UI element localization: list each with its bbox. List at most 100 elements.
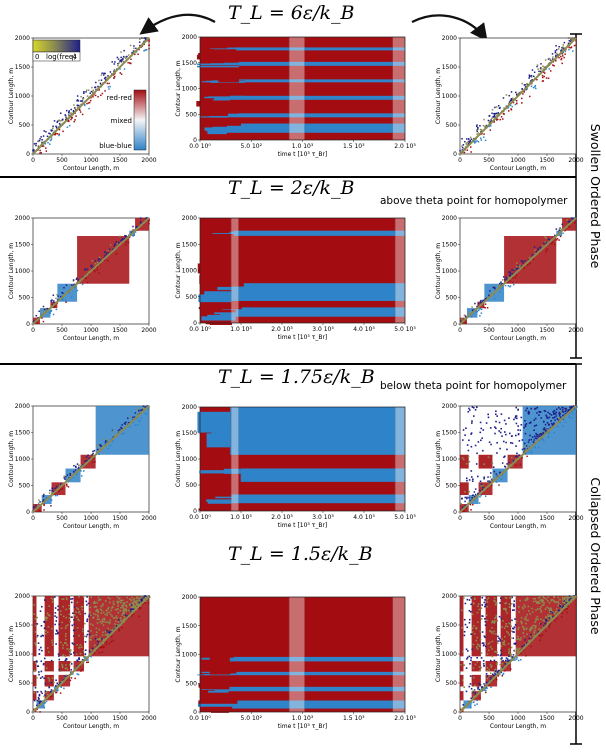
contact-point	[88, 615, 90, 618]
contact-point	[528, 640, 530, 643]
contact-point	[530, 645, 533, 648]
contact-point	[107, 596, 110, 599]
domain-finger	[214, 58, 237, 63]
offdiag-red	[460, 691, 464, 701]
contact-point	[501, 675, 504, 677]
contact-point	[115, 615, 118, 618]
contact-point	[44, 694, 46, 696]
contact-point	[548, 238, 551, 241]
contact-point	[121, 238, 124, 241]
contact-point	[477, 141, 480, 143]
contact-point	[108, 622, 111, 625]
contact-point	[488, 684, 490, 686]
contact-point	[542, 428, 545, 431]
contact-point	[481, 686, 483, 689]
contact-point	[82, 98, 84, 100]
contact-point	[496, 663, 498, 666]
contact-point	[547, 436, 549, 439]
contact-point	[100, 609, 103, 612]
contact-point	[116, 608, 118, 611]
contact-point	[497, 105, 500, 107]
contact-point	[523, 91, 525, 93]
diagonal-line	[32, 405, 150, 513]
contact-point	[544, 429, 547, 432]
y-tick-label: 2000	[15, 593, 30, 600]
contact-point	[500, 658, 502, 660]
x-tick-label: 500	[483, 715, 495, 722]
contact-point	[490, 665, 493, 667]
contact-point	[534, 84, 537, 87]
contact-point	[550, 614, 552, 616]
contact-point	[119, 609, 122, 612]
domain-band-blue	[240, 468, 405, 482]
contact-point	[34, 617, 37, 620]
contact-point	[516, 647, 518, 650]
contact-point	[41, 605, 43, 608]
contact-point	[566, 596, 569, 598]
contact-point	[485, 687, 487, 689]
contact-point	[534, 597, 537, 600]
contact-point	[84, 641, 87, 643]
contact-point	[475, 125, 478, 128]
contact-point	[40, 690, 42, 693]
contact-point	[131, 607, 134, 610]
contact-point	[464, 434, 466, 436]
contact-point	[93, 600, 96, 603]
contact-point	[56, 485, 58, 488]
y-tick-label: 0	[193, 137, 197, 144]
contact-point	[79, 111, 82, 113]
contact-point	[462, 650, 464, 653]
domain-finger	[218, 76, 240, 83]
contact-point	[549, 427, 552, 429]
y-tick-label: 1500	[442, 430, 457, 437]
domain-band-blue	[236, 47, 405, 51]
contact-point	[557, 604, 559, 607]
contact-point	[474, 493, 477, 496]
contact-point	[567, 220, 570, 223]
contact-point	[41, 634, 44, 637]
contact-point	[502, 279, 504, 281]
contact-point	[41, 312, 44, 315]
contact-point	[465, 463, 468, 465]
contact-point	[48, 132, 50, 135]
contact-point	[473, 415, 475, 417]
contact-point	[485, 124, 488, 127]
contact-point	[511, 619, 513, 622]
contact-point	[78, 610, 81, 613]
domain-finger	[219, 314, 236, 318]
contact-point	[558, 229, 561, 232]
contact-point	[140, 596, 142, 598]
contact-point	[135, 602, 138, 605]
contact-point	[40, 136, 42, 138]
contact-point	[500, 478, 503, 480]
contact-point	[61, 298, 64, 300]
contact-point	[74, 119, 76, 121]
y-tick-label: 0	[193, 320, 197, 327]
contact-point	[509, 653, 512, 655]
contact-point	[498, 107, 501, 110]
contact-point	[112, 440, 114, 443]
contact-point	[113, 433, 115, 436]
x-tick-label: 1500	[112, 515, 127, 522]
domain-band-blue	[234, 230, 405, 236]
contact-point	[533, 632, 536, 634]
contact-point	[472, 406, 475, 409]
contact-point	[569, 408, 572, 411]
contact-point	[487, 119, 490, 122]
contact-point	[483, 683, 485, 685]
contact-point	[510, 597, 513, 599]
contact-point	[105, 621, 107, 623]
contact-point	[495, 106, 498, 108]
contact-point	[37, 145, 40, 147]
contact-point	[54, 612, 57, 614]
contact-point	[104, 72, 106, 75]
contact-point	[500, 617, 503, 620]
contact-point	[78, 657, 80, 660]
contact-point	[65, 658, 68, 660]
contact-point	[58, 133, 60, 135]
contact-point	[68, 111, 70, 113]
contact-point	[516, 262, 518, 264]
contact-point	[70, 598, 72, 600]
contact-point	[545, 237, 547, 239]
contact-point	[529, 81, 531, 84]
